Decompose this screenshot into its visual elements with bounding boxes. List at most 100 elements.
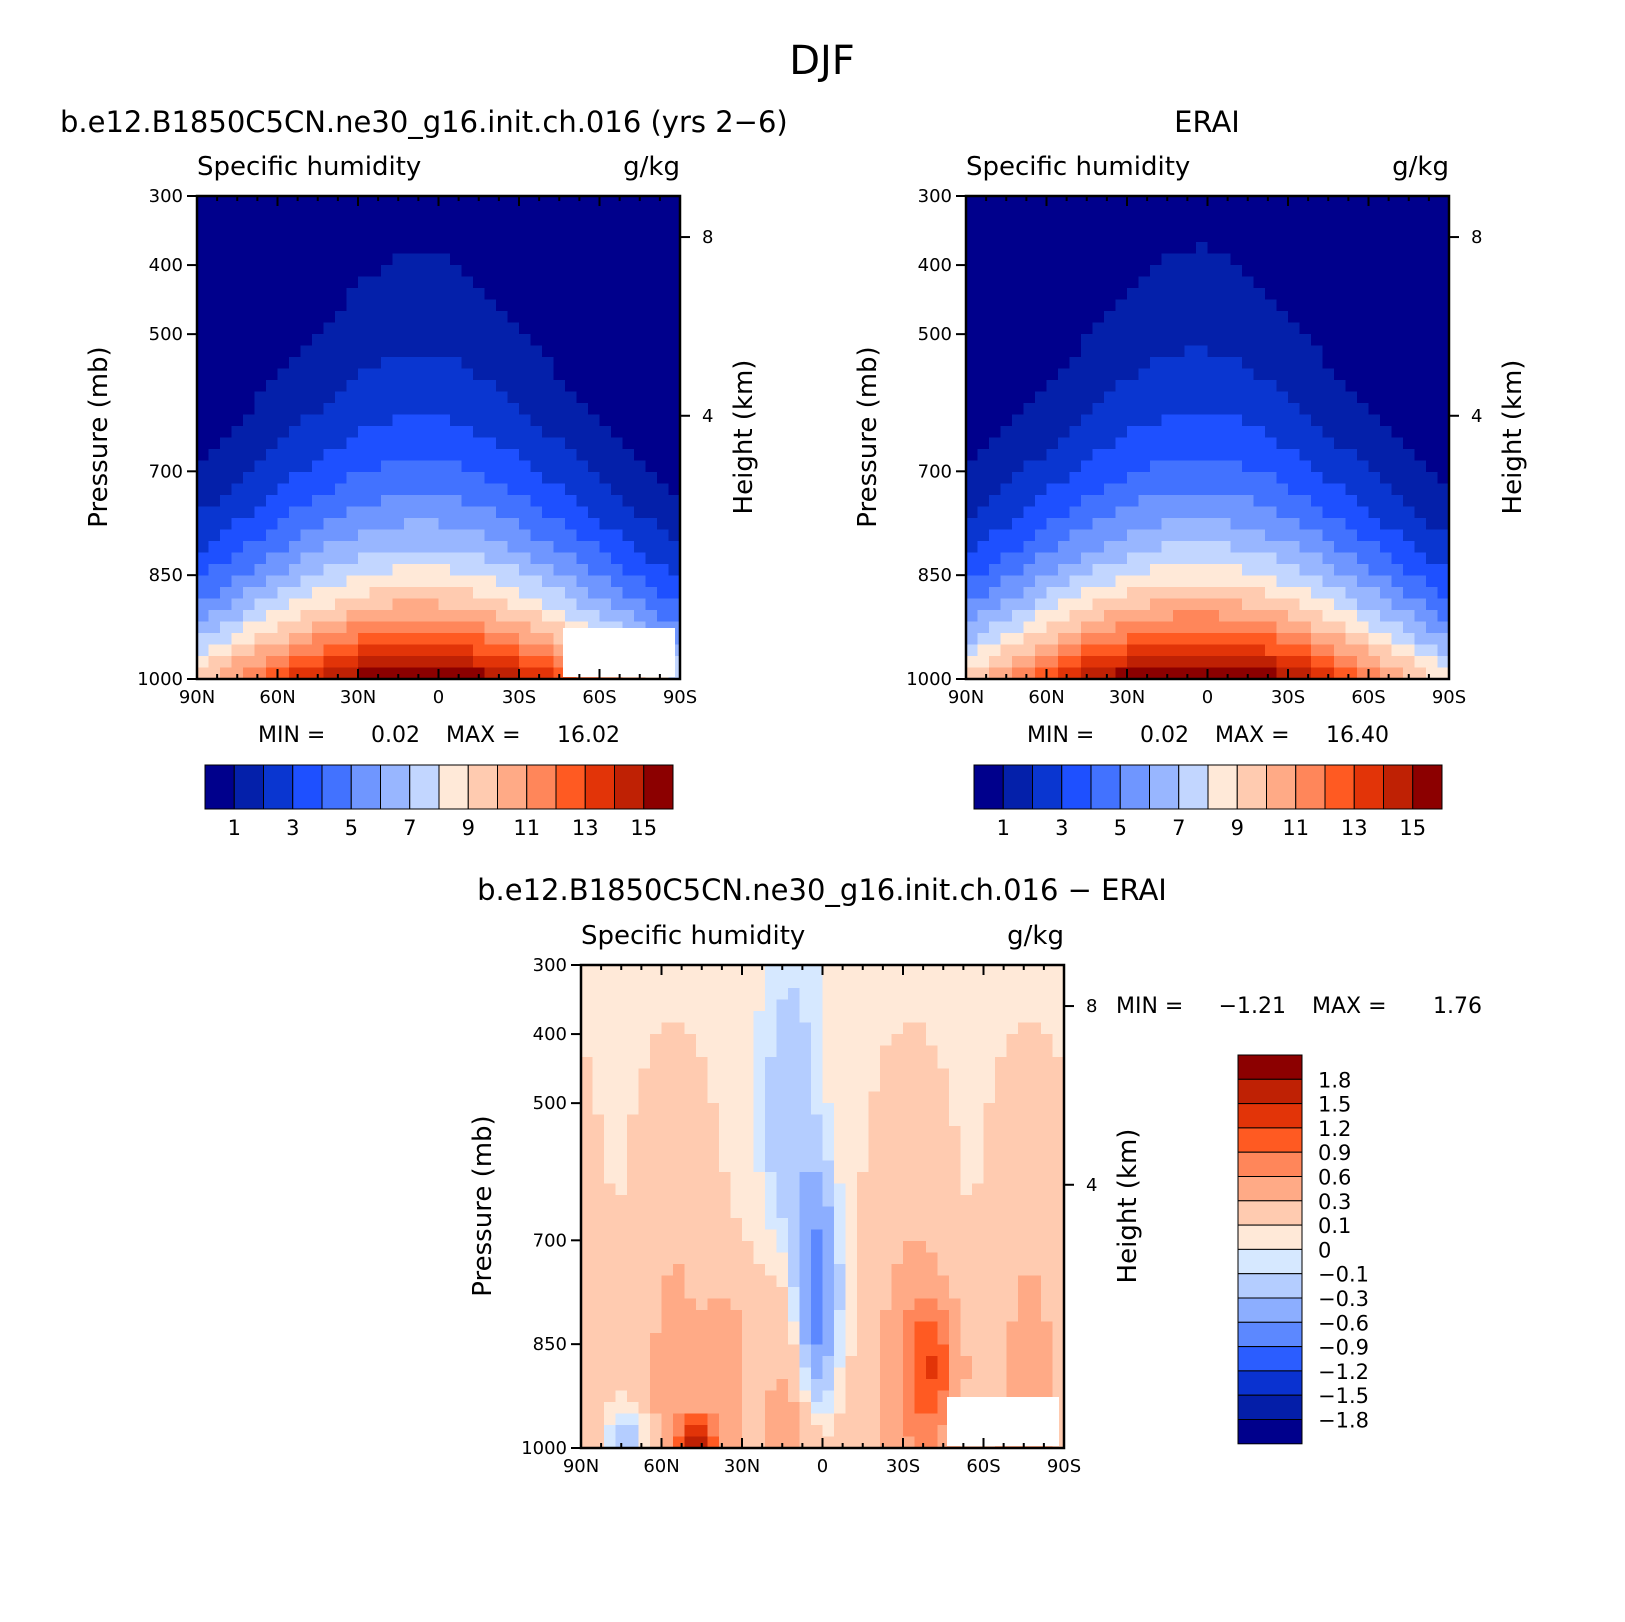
contour-cell bbox=[1012, 564, 1025, 577]
contour-cell bbox=[1368, 656, 1381, 669]
contour-cell bbox=[289, 587, 302, 600]
contour-cell bbox=[599, 575, 612, 588]
contour-cell bbox=[1035, 391, 1048, 404]
contour-cell bbox=[1161, 483, 1174, 496]
contour-cell bbox=[949, 1137, 962, 1150]
contour-cell bbox=[220, 633, 233, 646]
contour-cell bbox=[1299, 380, 1312, 393]
contour-cell bbox=[627, 1264, 640, 1277]
contour-cell bbox=[926, 1045, 939, 1058]
contour-cell bbox=[684, 1057, 697, 1070]
contour-cell bbox=[1018, 1287, 1031, 1300]
contour-cell bbox=[1299, 322, 1312, 335]
contour-cell bbox=[1150, 506, 1163, 519]
contour-cell bbox=[496, 541, 509, 554]
contour-cell bbox=[450, 449, 463, 462]
contour-cell bbox=[638, 1298, 651, 1311]
contour-cell bbox=[542, 230, 555, 243]
contour-cell bbox=[392, 621, 405, 634]
contour-cell bbox=[1184, 391, 1197, 404]
contour-cell bbox=[989, 667, 1002, 679]
contour-cell bbox=[1127, 242, 1140, 255]
contour-cell bbox=[1173, 380, 1186, 393]
contour-cell bbox=[1253, 449, 1266, 462]
contour-cell bbox=[657, 610, 670, 623]
contour-cell bbox=[484, 196, 497, 209]
contour-cell bbox=[1253, 253, 1266, 266]
contour-cell bbox=[684, 1252, 697, 1265]
contour-cell bbox=[673, 1126, 686, 1139]
contour-cell bbox=[753, 1149, 766, 1162]
contour-cell bbox=[254, 552, 267, 565]
contour-cell bbox=[615, 1080, 628, 1093]
contour-cell bbox=[983, 1114, 996, 1127]
contour-cell bbox=[1092, 449, 1105, 462]
contour-cell bbox=[496, 506, 509, 519]
contour-cell bbox=[1299, 391, 1312, 404]
contour-cell bbox=[1138, 506, 1151, 519]
contour-cell bbox=[1173, 564, 1186, 577]
contour-cell bbox=[834, 1183, 847, 1196]
contour-cell bbox=[880, 1229, 893, 1242]
contour-cell bbox=[989, 368, 1002, 381]
contour-cell bbox=[415, 621, 428, 634]
contour-cell bbox=[1437, 610, 1449, 623]
contour-cell bbox=[657, 299, 670, 312]
contour-cell bbox=[592, 1057, 605, 1070]
contour-cell bbox=[1081, 541, 1094, 554]
contour-cell bbox=[1414, 219, 1427, 232]
contour-cell bbox=[277, 219, 290, 232]
contour-cell bbox=[254, 587, 267, 600]
contour-cell bbox=[627, 1275, 640, 1288]
contour-cell bbox=[300, 196, 313, 209]
contour-cell bbox=[599, 541, 612, 554]
contour-cell bbox=[1104, 276, 1117, 289]
contour-cell bbox=[197, 219, 210, 232]
contour-cell bbox=[707, 1011, 720, 1024]
contour-cell bbox=[415, 460, 428, 473]
contour-cell bbox=[438, 472, 451, 485]
contour-cell bbox=[983, 1137, 996, 1150]
contour-cell bbox=[1242, 598, 1255, 611]
contour-cell bbox=[1380, 518, 1393, 531]
contour-cell bbox=[868, 1275, 881, 1288]
contour-cell bbox=[645, 495, 658, 508]
contour-cell bbox=[300, 380, 313, 393]
contour-cell bbox=[266, 575, 279, 588]
contour-cell bbox=[404, 541, 417, 554]
contour-cell bbox=[599, 506, 612, 519]
contour-cell bbox=[822, 1160, 835, 1173]
contour-cell bbox=[427, 196, 440, 209]
contour-cell bbox=[592, 1045, 605, 1058]
contour-cell bbox=[1207, 288, 1220, 301]
contour-cell bbox=[1322, 196, 1335, 209]
contour-cell bbox=[1345, 414, 1358, 427]
contour-cell bbox=[1161, 437, 1174, 450]
colorbar-label: 7 bbox=[1172, 816, 1185, 840]
contour-cell bbox=[1207, 460, 1220, 473]
contour-cell bbox=[427, 564, 440, 577]
contour-cell bbox=[484, 345, 497, 358]
contour-cell bbox=[1357, 334, 1370, 347]
contour-cell bbox=[197, 598, 210, 611]
contour-cell bbox=[857, 1172, 870, 1185]
contour-cell bbox=[392, 380, 405, 393]
contour-cell bbox=[1242, 472, 1255, 485]
contour-cell bbox=[530, 311, 543, 324]
contour-cell bbox=[811, 1172, 824, 1185]
contour-cell bbox=[966, 265, 979, 278]
contour-cell bbox=[1345, 506, 1358, 519]
contour-cell bbox=[1311, 207, 1324, 220]
contour-cell bbox=[753, 976, 766, 989]
contour-cell bbox=[461, 541, 474, 554]
contour-cell bbox=[1368, 437, 1381, 450]
contour-cell bbox=[1322, 518, 1335, 531]
contour-cell bbox=[1265, 472, 1278, 485]
contour-cell bbox=[220, 265, 233, 278]
contour-cell bbox=[1299, 311, 1312, 324]
contour-cell bbox=[926, 1034, 939, 1047]
contour-cell bbox=[696, 1022, 709, 1035]
contour-cell bbox=[1023, 403, 1036, 416]
contour-cell bbox=[707, 1206, 720, 1219]
contour-cell bbox=[1023, 472, 1036, 485]
